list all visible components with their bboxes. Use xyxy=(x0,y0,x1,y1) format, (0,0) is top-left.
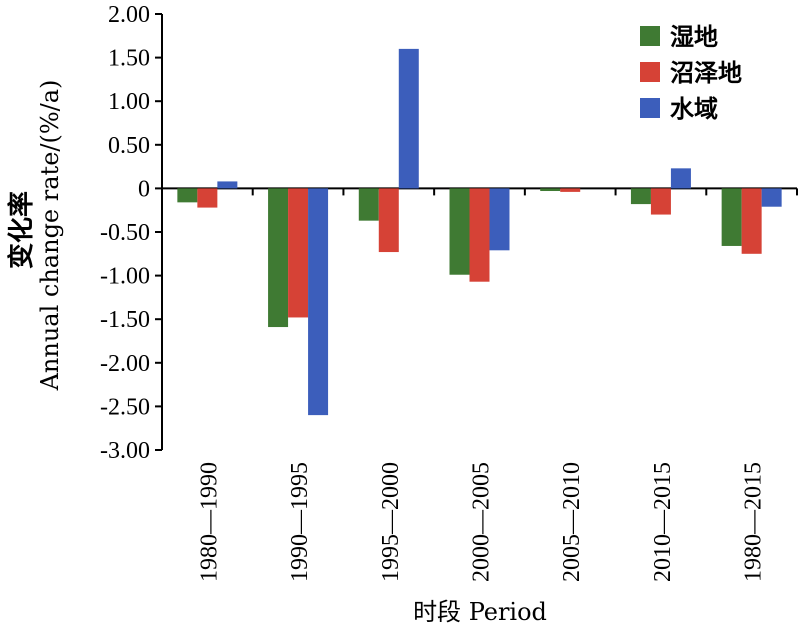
x-tick-label: 1995—2000 xyxy=(378,462,404,582)
x-tick-label: 1980—1990 xyxy=(196,462,222,582)
y-axis-title-chinese: 变化率 xyxy=(6,191,37,269)
x-tick-label: 1990—1995 xyxy=(287,462,313,582)
legend-swatch xyxy=(640,62,660,82)
bars xyxy=(177,48,782,416)
bar-3-1990—1995 xyxy=(308,188,329,416)
bar-2-2005—2010 xyxy=(560,188,581,192)
x-tick-label: 2010—2015 xyxy=(650,462,676,582)
y-tick-label: 0.50 xyxy=(108,133,150,159)
bar-2-1990—1995 xyxy=(288,188,309,318)
bar-2-2010—2015 xyxy=(650,188,671,215)
bar-3-1980—1990 xyxy=(217,181,238,189)
y-tick-label: -3.00 xyxy=(100,438,150,464)
bar-2-1980—1990 xyxy=(197,188,218,208)
bar-1-1980—1990 xyxy=(177,188,198,203)
y-tick-label: -2.00 xyxy=(100,351,150,377)
bar-3-2010—2015 xyxy=(670,168,691,189)
bar-1-2000—2005 xyxy=(449,188,470,275)
legend-label: 沼泽地 xyxy=(670,59,742,87)
y-tick-label: 2.00 xyxy=(108,2,150,28)
y-tick-label: 1.00 xyxy=(108,89,150,115)
x-axis-title: 时段 Period xyxy=(413,598,547,626)
bar-3-1980—2015 xyxy=(761,188,782,207)
y-tick-label: -2.50 xyxy=(100,394,150,420)
y-tick-label: -1.50 xyxy=(100,307,150,333)
y-tick-label: 0 xyxy=(138,176,150,202)
category-labels: 1980—1990 1990—1995 1995—2000 2000—2005 2005… xyxy=(196,462,766,582)
y-tick-label: 1.50 xyxy=(108,46,150,72)
bar-2-1980—2015 xyxy=(741,188,762,254)
legend-label: 湿地 xyxy=(670,23,718,51)
y-axis-title-english: Annual change rate/(%/a) xyxy=(36,80,64,392)
legend-swatch xyxy=(640,98,660,118)
bar-1-1980—2015 xyxy=(721,188,742,246)
bar-3-2000—2005 xyxy=(489,188,510,251)
x-tick-label: 2000—2005 xyxy=(469,462,495,582)
y-tick-label: -1.00 xyxy=(100,264,150,290)
bar-2-1995—2000 xyxy=(378,188,399,253)
bar-2-2000—2005 xyxy=(469,188,490,282)
bar-1-2010—2015 xyxy=(630,188,651,205)
legend-swatch xyxy=(640,26,660,46)
x-tick-label: 2005—2010 xyxy=(559,462,585,582)
bar-3-1995—2000 xyxy=(398,48,419,189)
bar-1-1990—1995 xyxy=(268,188,289,328)
bar-1-1995—2000 xyxy=(358,188,379,221)
y-axis: 2.00 1.50 1.00 0.50 0 -0.50 -1.00 -1.50 -2.00 -2.… xyxy=(100,2,163,464)
y-tick-label: -0.50 xyxy=(100,220,150,246)
bar-1-2005—2010 xyxy=(540,188,561,192)
x-tick-label: 1980—2015 xyxy=(741,462,767,582)
legend-label: 水域 xyxy=(670,95,718,123)
